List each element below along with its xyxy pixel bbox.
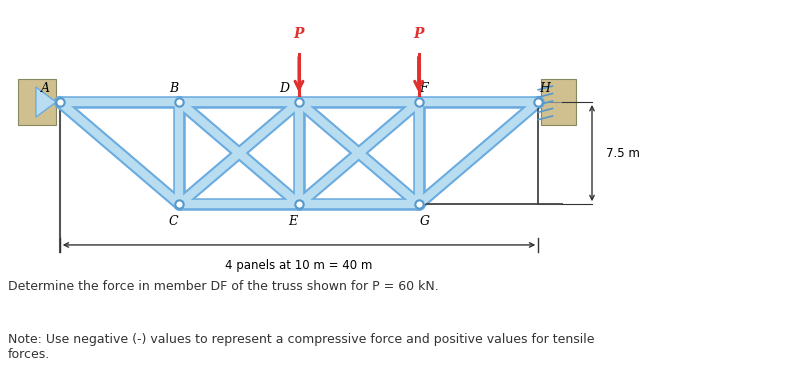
FancyBboxPatch shape — [18, 79, 56, 125]
Text: P: P — [294, 27, 304, 41]
Text: G: G — [419, 215, 430, 228]
Text: F: F — [419, 82, 427, 95]
Text: Determine the force in member DF of the truss shown for P = 60 kN.: Determine the force in member DF of the … — [8, 280, 439, 293]
Text: P: P — [413, 27, 423, 41]
Text: 4 panels at 10 m = 40 m: 4 panels at 10 m = 40 m — [225, 259, 373, 272]
Polygon shape — [36, 87, 56, 117]
Text: A: A — [41, 82, 50, 95]
FancyBboxPatch shape — [541, 79, 577, 125]
Text: E: E — [289, 215, 298, 228]
Text: D: D — [280, 82, 290, 95]
Text: B: B — [169, 82, 178, 95]
Text: 7.5 m: 7.5 m — [606, 147, 640, 160]
Text: Note: Use negative (-) values to represent a compressive force and positive valu: Note: Use negative (-) values to represe… — [8, 333, 594, 361]
Text: H: H — [539, 82, 549, 95]
Text: C: C — [168, 215, 178, 228]
